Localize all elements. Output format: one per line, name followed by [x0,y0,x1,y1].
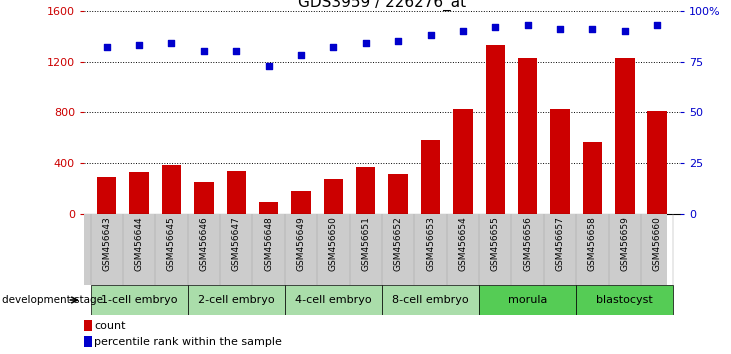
Text: development stage: development stage [2,295,103,305]
Text: GSM456651: GSM456651 [361,216,371,271]
Text: 8-cell embryo: 8-cell embryo [393,295,469,305]
Point [522,22,534,28]
Text: morula: morula [508,295,548,305]
Bar [291,191,311,214]
Bar [485,45,505,214]
Point [262,63,274,68]
Bar [518,58,537,214]
Text: GSM456643: GSM456643 [102,216,111,271]
Bar [382,285,479,315]
Point [554,26,566,32]
Bar [479,285,576,315]
Text: GSM456648: GSM456648 [264,216,273,271]
Bar [583,142,602,214]
Point [230,48,242,54]
Point [457,28,469,34]
Bar [84,336,91,347]
Bar [421,141,440,214]
Point [586,26,598,32]
Text: GSM456647: GSM456647 [232,216,240,271]
Bar [129,172,149,214]
Point [133,42,145,48]
Point [198,48,210,54]
Text: 1-cell embryo: 1-cell embryo [101,295,178,305]
Point [327,45,339,50]
Bar [324,179,343,214]
Text: percentile rank within the sample: percentile rank within the sample [94,337,282,347]
Text: count: count [94,321,126,331]
Text: 4-cell embryo: 4-cell embryo [295,295,371,305]
Bar [84,320,91,331]
Text: GSM456646: GSM456646 [200,216,208,271]
Text: blastocyst: blastocyst [596,295,654,305]
Text: GSM456657: GSM456657 [556,216,564,271]
Title: GDS3959 / 226276_at: GDS3959 / 226276_at [298,0,466,11]
Bar [388,174,408,214]
Text: GSM456644: GSM456644 [135,216,143,271]
Bar [550,109,569,214]
Point [360,40,371,46]
Point [166,40,178,46]
Bar [97,177,116,214]
Point [619,28,631,34]
Bar [227,171,246,214]
Text: GSM456650: GSM456650 [329,216,338,271]
Text: 2-cell embryo: 2-cell embryo [198,295,275,305]
Point [490,24,501,30]
Bar [194,182,213,214]
Text: GSM456659: GSM456659 [621,216,629,271]
Text: GSM456655: GSM456655 [491,216,500,271]
Text: GSM456658: GSM456658 [588,216,597,271]
Bar [615,58,635,214]
Text: GSM456656: GSM456656 [523,216,532,271]
Point [393,38,404,44]
Point [101,45,113,50]
Bar [91,285,188,315]
Bar [259,202,279,214]
Bar [285,285,382,315]
Bar [648,111,667,214]
Bar [576,285,673,315]
Text: GSM456652: GSM456652 [393,216,403,271]
Text: GSM456649: GSM456649 [297,216,306,271]
Text: GSM456653: GSM456653 [426,216,435,271]
Point [295,53,307,58]
Bar [188,285,285,315]
Point [651,22,663,28]
Point [425,32,436,38]
Bar [162,165,181,214]
Bar [453,109,473,214]
Bar [356,167,376,214]
Text: GSM456660: GSM456660 [653,216,662,271]
Text: GSM456645: GSM456645 [167,216,176,271]
Text: GSM456654: GSM456654 [458,216,467,271]
